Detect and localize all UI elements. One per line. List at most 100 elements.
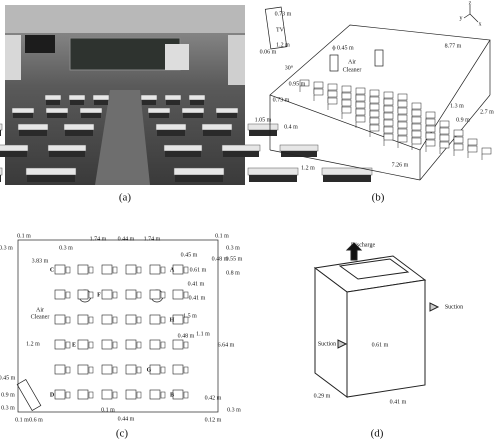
label: 7.26 m	[392, 162, 409, 168]
label: 0.4 m	[284, 124, 298, 130]
desk	[341, 92, 352, 100]
label: 0.3 m	[227, 407, 241, 413]
desk	[0, 167, 3, 176]
desk	[101, 364, 113, 375]
desk	[341, 99, 352, 107]
chair	[183, 391, 189, 399]
desk	[411, 109, 422, 117]
chair	[65, 316, 71, 324]
desk	[341, 85, 352, 93]
label: 0.48 m	[178, 333, 195, 339]
desk	[101, 389, 113, 400]
desk-leg	[323, 175, 371, 182]
desk	[25, 167, 77, 176]
desk-leg	[81, 113, 101, 118]
chair	[112, 266, 118, 274]
desk	[77, 364, 89, 375]
label: z	[469, 0, 472, 6]
desk	[369, 89, 380, 97]
desk	[11, 107, 35, 114]
label: 0.8 m	[226, 270, 240, 276]
chair	[136, 266, 142, 274]
chair	[88, 266, 94, 274]
desk	[125, 389, 137, 400]
desk	[149, 314, 161, 325]
zone-label: C	[50, 267, 54, 273]
desk	[125, 289, 137, 300]
label: 0.45 m	[181, 252, 198, 258]
desk	[54, 364, 66, 375]
desk	[47, 144, 87, 152]
desk	[77, 289, 89, 300]
desk-leg	[166, 100, 180, 105]
desk	[439, 120, 450, 128]
desk	[149, 289, 161, 300]
desk-leg	[175, 175, 223, 182]
zone-label: B	[170, 392, 174, 398]
desk-leg	[281, 151, 317, 157]
desk	[172, 314, 184, 325]
desk-leg	[46, 100, 60, 105]
desk	[327, 90, 338, 98]
ceiling	[5, 5, 245, 33]
zone-label: H	[170, 317, 175, 323]
desk-leg	[142, 100, 156, 105]
label: TV	[276, 27, 285, 33]
label: 0.48 m	[212, 256, 229, 262]
window	[5, 35, 21, 80]
label: 1.2 m	[301, 165, 315, 171]
desk-leg	[27, 175, 75, 182]
desk-leg	[183, 113, 203, 118]
desk	[173, 167, 225, 176]
desk	[164, 94, 182, 101]
desk	[369, 103, 380, 111]
edge	[269, 149, 421, 181]
chair	[88, 391, 94, 399]
desk	[369, 110, 380, 118]
desk	[172, 364, 184, 375]
label: 0.61 m	[372, 342, 389, 348]
desk	[383, 133, 394, 141]
desk	[425, 111, 436, 119]
label: Cleaner	[343, 67, 362, 73]
chair	[160, 366, 166, 374]
chair	[88, 316, 94, 324]
desk	[172, 339, 184, 350]
desk	[411, 123, 422, 131]
desk	[425, 132, 436, 140]
desk	[247, 167, 299, 176]
desk	[467, 145, 478, 153]
desk	[327, 97, 338, 105]
desk	[101, 289, 113, 300]
chair	[112, 341, 118, 349]
label: 1.74 m	[144, 236, 161, 242]
label: Suction	[318, 341, 336, 347]
desk	[68, 94, 86, 101]
desk-leg	[0, 130, 1, 136]
desks	[0, 94, 373, 182]
chair	[160, 316, 166, 324]
zone-label: E	[72, 342, 76, 348]
chair	[65, 391, 71, 399]
label: 0.44 m	[118, 416, 135, 422]
suction-arrow	[337, 339, 348, 349]
desk	[125, 339, 137, 350]
desk	[125, 264, 137, 275]
desk-leg	[217, 113, 237, 118]
label: 3.83 m	[32, 258, 49, 264]
desk	[439, 141, 450, 149]
desk	[411, 130, 422, 138]
chair	[160, 266, 166, 274]
label: y	[460, 15, 463, 21]
label: 0.6 m	[29, 417, 43, 423]
desk	[79, 107, 103, 114]
zone-label: D	[50, 392, 55, 398]
label: 6.64 m	[218, 342, 235, 348]
desk	[397, 121, 408, 129]
desk	[140, 94, 158, 101]
desk	[383, 126, 394, 134]
label: 1.74 m	[90, 236, 107, 242]
desk-leg	[149, 113, 169, 118]
label: 1.5 m	[183, 313, 197, 319]
